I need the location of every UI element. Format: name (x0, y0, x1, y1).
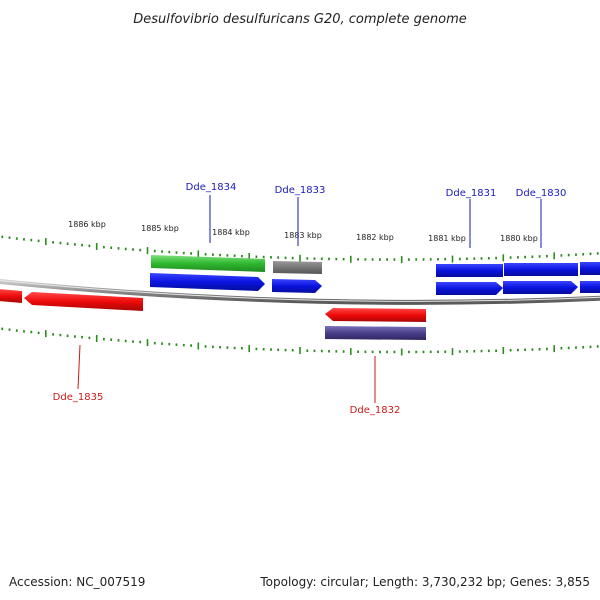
gene-label-dde-1832[interactable]: Dde_1832 (350, 405, 401, 416)
gray-feature-bar[interactable] (273, 261, 322, 274)
genome-summary-text: Topology: circular; Length: 3,730,232 bp… (259, 575, 590, 589)
gene-label-dde-1835[interactable]: Dde_1835 (53, 392, 104, 403)
reverse-gene-edge[interactable] (0, 289, 22, 303)
forward-gene-dde-1831[interactable] (436, 282, 503, 295)
outer-tick-ring (1, 235, 599, 264)
forward-feature-block-left[interactable] (436, 264, 503, 277)
green-feature-bar[interactable] (151, 255, 265, 272)
gene-label-dde-1833[interactable]: Dde_1833 (275, 185, 326, 196)
forward-gene-dde-1834[interactable] (150, 273, 265, 291)
kbp-label-1880: 1880 kbp (500, 234, 538, 243)
gene-label-dde-1834[interactable]: Dde_1834 (186, 182, 237, 193)
inner-tick-ring (1, 327, 599, 356)
reverse-gene-dde-1835[interactable] (24, 292, 143, 311)
kbp-label-1881: 1881 kbp (428, 234, 466, 243)
purple-feature-bar[interactable] (325, 326, 426, 340)
forward-gene-dde-1830[interactable] (503, 281, 578, 294)
forward-gene-edge[interactable] (580, 281, 600, 293)
map-title: Desulfovibrio desulfuricans G20, complet… (133, 12, 467, 27)
kbp-label-1883: 1883 kbp (284, 231, 322, 240)
kbp-label-1884: 1884 kbp (212, 228, 250, 237)
kbp-label-1886: 1886 kbp (68, 220, 106, 229)
forward-gene-dde-1833[interactable] (272, 279, 322, 293)
genome-backbone-highlight (0, 279, 600, 302)
leader-line-dde-1835 (77, 344, 81, 390)
accession-text: Accession: NC_007519 (9, 575, 145, 589)
genome-backbone (0, 278, 600, 305)
reverse-gene-dde-1832[interactable] (325, 308, 426, 322)
kbp-label-1885: 1885 kbp (141, 224, 179, 233)
gene-label-dde-1830[interactable]: Dde_1830 (516, 188, 567, 199)
gene-label-dde-1831[interactable]: Dde_1831 (446, 188, 497, 199)
forward-feature-block-right[interactable] (580, 262, 600, 275)
forward-feature-block-mid[interactable] (504, 263, 578, 276)
kbp-label-1882: 1882 kbp (356, 233, 394, 242)
